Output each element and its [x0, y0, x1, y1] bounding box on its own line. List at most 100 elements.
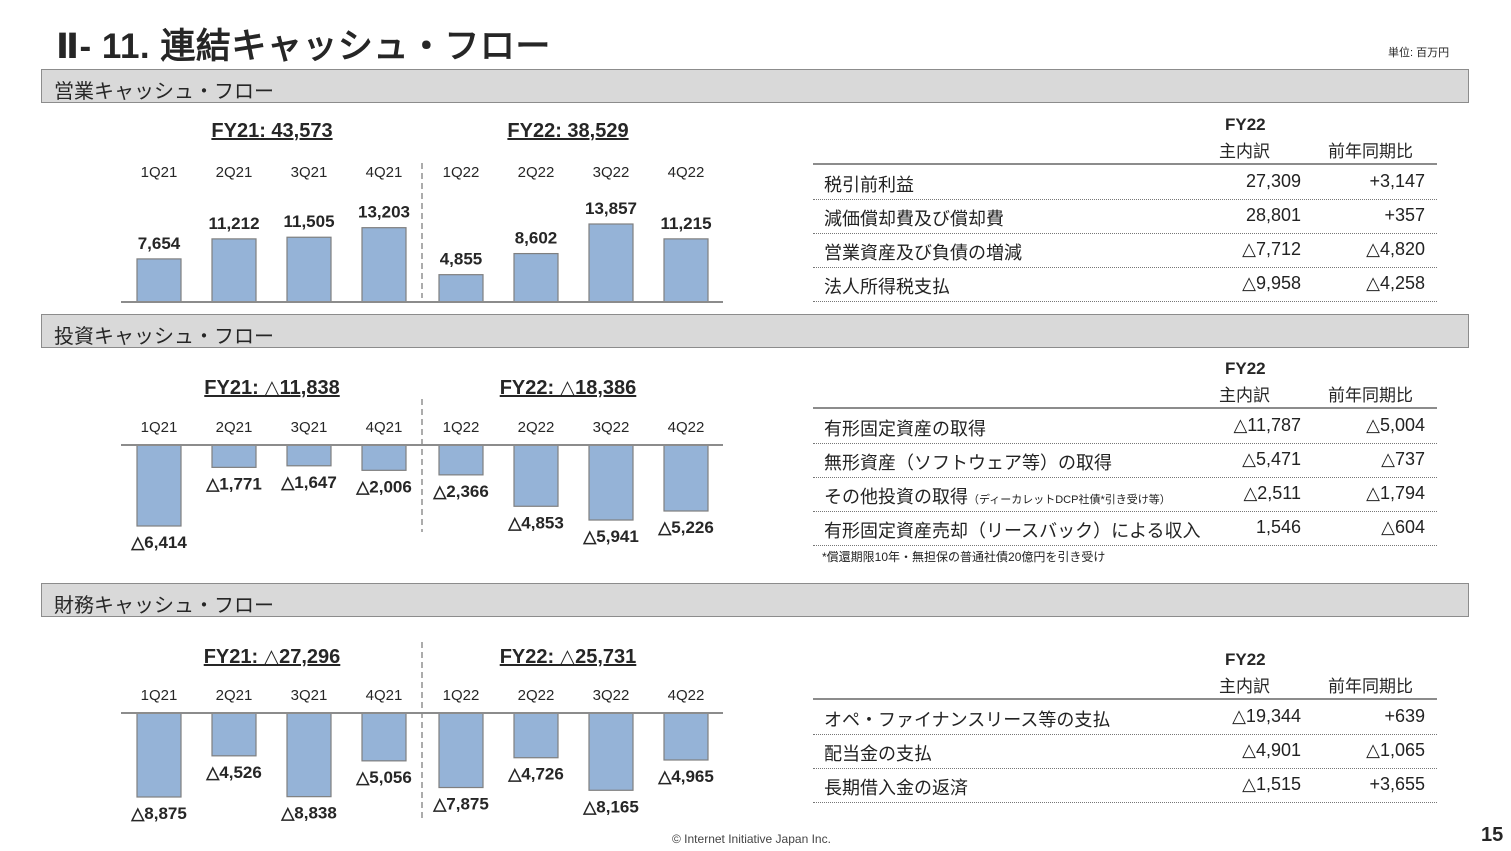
table-row: 配当金の支払 △4,901 △1,065	[813, 734, 1437, 769]
category-label: 3Q22	[593, 164, 630, 181]
bar-3Q22	[588, 444, 634, 521]
table-header-yoy: 前年同期比	[1328, 677, 1413, 696]
category-label: 2Q22	[518, 687, 555, 704]
value-label: △6,414	[130, 533, 187, 552]
bar-4Q22	[663, 238, 709, 303]
row-label: 営業資産及び負債の増減	[824, 243, 1022, 263]
row-yoy: △1,794	[1366, 483, 1425, 503]
value-label: △4,853	[507, 513, 564, 532]
row-value: △1,515	[1242, 774, 1301, 794]
value-label: 4,855	[440, 250, 483, 269]
value-label: △8,165	[582, 797, 639, 816]
value-label: 13,203	[358, 203, 410, 222]
row-yoy: △737	[1381, 449, 1425, 469]
row-value: 27,309	[1245, 171, 1301, 191]
value-label: △1,771	[205, 474, 262, 493]
row-value: △19,344	[1232, 706, 1301, 726]
category-label: 3Q22	[593, 687, 630, 704]
row-value: △7,712	[1242, 239, 1301, 259]
value-label: △7,875	[432, 795, 489, 814]
row-label: オペ・ファイナンスリース等の支払	[824, 710, 1111, 730]
section-title: 営業キャッシュ・フロー	[54, 81, 274, 103]
value-label: 11,505	[283, 212, 334, 231]
section-title: 投資キャッシュ・フロー	[54, 326, 274, 348]
value-label: △4,726	[507, 765, 564, 784]
row-yoy: △1,065	[1366, 740, 1425, 760]
value-label: 7,654	[138, 234, 181, 253]
bar-1Q22	[438, 274, 484, 303]
table-row: 法人所得税支払 △9,958 △4,258	[813, 267, 1437, 302]
table-header-fy: FY22	[1225, 650, 1266, 669]
row-value: △2,511	[1243, 483, 1301, 503]
bar-4Q21	[361, 712, 407, 762]
table-top-rule	[813, 407, 1437, 409]
row-value: △9,958	[1242, 273, 1301, 293]
fy21-total-investing: FY21: △11,838	[204, 377, 340, 399]
table-row: 税引前利益 27,309 +3,147	[813, 165, 1437, 200]
category-label: 3Q22	[593, 419, 630, 436]
bar-1Q21	[136, 444, 182, 527]
table-row: オペ・ファイナンスリース等の支払 △19,344 +639	[813, 700, 1437, 735]
row-value: △5,471	[1242, 449, 1301, 469]
row-label: 配当金の支払	[824, 744, 932, 764]
category-label: 2Q21	[216, 419, 253, 436]
row-label: 税引前利益	[824, 175, 914, 195]
row-label: その他投資の取得（ディーカレットDCP社債*引き受け等）	[824, 487, 1171, 507]
bar-2Q21	[211, 238, 257, 303]
row-value: 1,546	[1255, 517, 1301, 537]
bar-3Q21	[286, 236, 332, 303]
bar-3Q22	[588, 712, 634, 791]
bar-4Q21	[361, 444, 407, 471]
section-title: 財務キャッシュ・フロー	[54, 595, 274, 617]
bar-1Q21	[136, 258, 182, 303]
table-row: その他投資の取得（ディーカレットDCP社債*引き受け等） △2,511 △1,7…	[813, 477, 1437, 512]
category-label: 2Q22	[518, 164, 555, 181]
category-label: 1Q22	[443, 164, 480, 181]
table-row: 長期借入金の返済 △1,515 +3,655	[813, 768, 1437, 803]
category-label: 4Q21	[366, 687, 403, 704]
bar-4Q22	[663, 444, 709, 512]
row-note: （ディーカレットDCP社債*引き受け等）	[968, 494, 1171, 506]
fy22-total-investing: FY22: △18,386	[499, 377, 637, 399]
section-header-investing: 投資キャッシュ・フロー	[41, 314, 1469, 348]
category-label: 4Q22	[668, 687, 705, 704]
table-header-main: 主内訳	[1219, 142, 1270, 161]
value-label: △1,647	[280, 473, 337, 492]
row-label: 減価償却費及び償却費	[824, 209, 1004, 229]
fy22-total-financing: FY22: △25,731	[499, 646, 637, 668]
category-label: 3Q21	[291, 419, 328, 436]
table-row: 有形固定資産の取得 △11,787 △5,004	[813, 409, 1437, 444]
table-top-rule	[813, 163, 1437, 165]
category-label: 1Q21	[141, 687, 178, 704]
row-yoy: △4,820	[1366, 239, 1425, 259]
value-label: 8,602	[515, 229, 558, 248]
table-row: 減価償却費及び償却費 28,801 +357	[813, 199, 1437, 234]
category-label: 4Q22	[668, 164, 705, 181]
category-label: 1Q21	[141, 164, 178, 181]
page-number: 15	[1481, 824, 1504, 846]
bar-3Q21	[286, 444, 332, 467]
category-label: 4Q21	[366, 164, 403, 181]
value-label: △8,875	[130, 804, 187, 823]
unit-label: 単位: 百万円	[1388, 47, 1450, 59]
bar-1Q22	[438, 712, 484, 789]
table-top-rule	[813, 698, 1437, 700]
bar-3Q21	[286, 712, 332, 798]
row-value: 28,801	[1245, 205, 1301, 225]
table-row: 営業資産及び負債の増減 △7,712 △4,820	[813, 233, 1437, 268]
page-title: Ⅱ- 11. 連結キャッシュ・フロー	[56, 27, 551, 66]
category-label: 3Q21	[291, 164, 328, 181]
table-row: 有形固定資産売却（リースバック）による収入 1,546 △604	[813, 511, 1437, 546]
table-row: 無形資産（ソフトウェア等）の取得 △5,471 △737	[813, 443, 1437, 478]
category-label: 2Q21	[216, 164, 253, 181]
table-header-fy: FY22	[1225, 359, 1266, 378]
value-label: △4,965	[657, 767, 714, 786]
row-label: 長期借入金の返済	[824, 778, 968, 798]
value-label: △5,941	[582, 527, 639, 546]
row-yoy: △4,258	[1366, 273, 1425, 293]
category-label: 1Q22	[443, 687, 480, 704]
value-label: △5,056	[355, 768, 412, 787]
row-yoy: △604	[1381, 517, 1425, 537]
fy21-total-financing: FY21: △27,296	[203, 646, 341, 668]
bar-1Q22	[438, 444, 484, 476]
